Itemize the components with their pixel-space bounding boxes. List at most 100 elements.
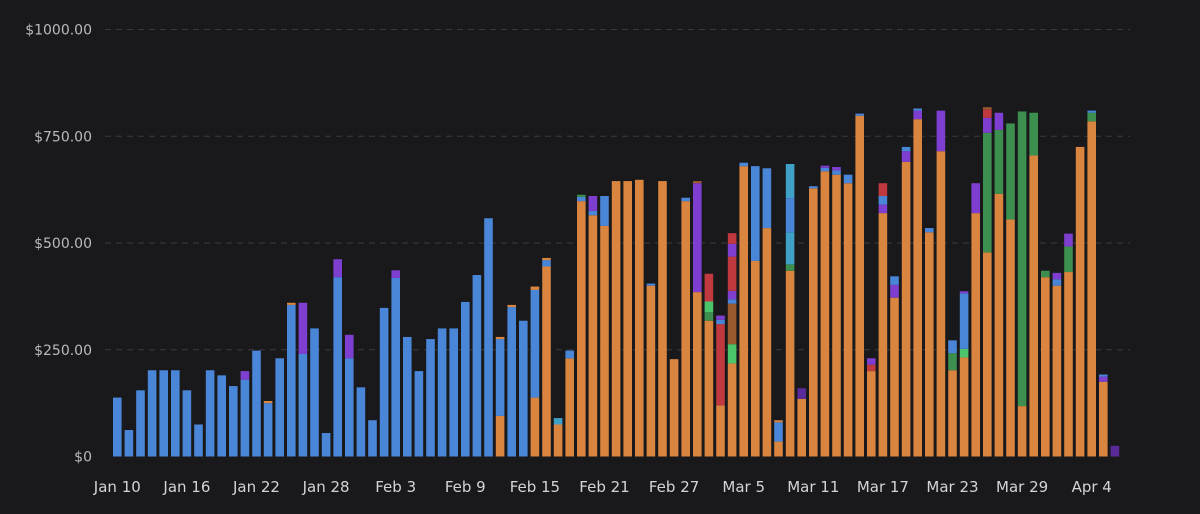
- bar-segment: [1087, 110, 1096, 113]
- bar-segment: [994, 112, 1004, 130]
- bar-stack: [600, 196, 609, 457]
- bar-stack: [553, 418, 563, 457]
- bar-segment: [588, 196, 598, 211]
- y-axis-ticks: $0 $250.00 $500.00 $750.00 $1000.00: [25, 23, 92, 466]
- bar-segment: [959, 293, 969, 349]
- bar-stack: [565, 350, 574, 457]
- bar-segment: [345, 358, 354, 457]
- bar-stack: [217, 375, 226, 457]
- bar-stack: [1110, 445, 1120, 457]
- bar-stack: [913, 108, 922, 457]
- bar-stack: [136, 390, 145, 457]
- bar-segment: [774, 422, 783, 442]
- bar-segment: [901, 151, 911, 162]
- bar-segment: [1052, 285, 1062, 457]
- bar-segment: [855, 115, 864, 457]
- y-tick-label: $500.00: [34, 236, 92, 252]
- bar-segment: [217, 375, 226, 457]
- bar-stack: [901, 146, 911, 457]
- bar-stack: [240, 371, 250, 457]
- bar-stack: [959, 291, 969, 457]
- x-tick-label: Jan 28: [302, 478, 350, 496]
- x-tick-label: Feb 9: [445, 478, 486, 496]
- bar-segment: [461, 301, 470, 457]
- bar-stack: [345, 334, 354, 457]
- bar-segment: [867, 358, 876, 365]
- x-axis-ticks: Jan 10 Jan 16 Jan 22 Jan 28 Feb 3 Feb 9 Feb 15…: [93, 478, 1112, 496]
- bar-stack: [727, 233, 737, 457]
- bar-stack: [484, 218, 493, 457]
- bar-segment: [147, 370, 157, 457]
- bar-segment: [785, 232, 795, 265]
- bar-segment: [959, 357, 969, 457]
- bar-segment: [1087, 112, 1096, 122]
- bar-stack: [669, 359, 679, 457]
- bar-segment: [472, 275, 482, 457]
- bar-segment: [797, 398, 806, 457]
- bar-segment: [577, 196, 586, 202]
- bar-segment: [1006, 219, 1015, 457]
- bar-stack: [113, 397, 122, 457]
- bar-segment: [240, 379, 250, 457]
- bar-stack: [159, 370, 168, 457]
- bar-segment: [832, 166, 841, 171]
- bar-segment: [693, 183, 702, 293]
- x-tick-label: Jan 10: [93, 478, 141, 496]
- bar-segment: [716, 315, 725, 320]
- bar-segment: [948, 370, 957, 457]
- bar-stack: [1099, 374, 1108, 457]
- bar-segment: [495, 415, 505, 457]
- bar-segment: [727, 299, 737, 304]
- bar-segment: [1075, 146, 1085, 457]
- bar-stack: [507, 304, 516, 457]
- bar-segment: [646, 285, 656, 457]
- bar-segment: [437, 328, 447, 457]
- bar-stack: [1006, 123, 1015, 457]
- bar-segment: [878, 196, 888, 205]
- bar-segment: [948, 353, 957, 371]
- bar-stack: [704, 273, 714, 457]
- bar-stack: [449, 328, 458, 457]
- bar-stack: [762, 168, 772, 457]
- bar-segment: [727, 290, 737, 300]
- bar-segment: [820, 165, 830, 168]
- bar-segment: [785, 164, 795, 199]
- bar-segment: [635, 179, 644, 457]
- x-tick-label: Jan 22: [232, 478, 280, 496]
- bar-segment: [983, 252, 992, 457]
- bar-stack: [855, 113, 864, 457]
- bar-segment: [577, 201, 586, 457]
- bar-segment: [843, 174, 853, 184]
- bar-stack: [577, 194, 586, 457]
- bar-stack: [867, 358, 876, 457]
- bars: [113, 107, 1120, 457]
- bar-stack: [530, 286, 540, 457]
- bar-segment: [1041, 270, 1050, 278]
- y-tick-label: $1000.00: [25, 23, 92, 39]
- bar-segment: [530, 397, 540, 457]
- bar-segment: [1006, 123, 1015, 220]
- bar-segment: [890, 297, 899, 457]
- bar-segment: [751, 260, 760, 457]
- bar-segment: [1017, 406, 1027, 457]
- bar-stack: [461, 301, 470, 457]
- bar-segment: [623, 181, 632, 457]
- bar-stack: [681, 197, 690, 457]
- bar-segment: [716, 405, 725, 457]
- bar-segment: [867, 364, 876, 372]
- bar-stack: [820, 165, 830, 457]
- bar-stack: [983, 107, 992, 457]
- bar-segment: [113, 397, 122, 457]
- bar-stack: [948, 340, 957, 457]
- bar-stack: [379, 307, 389, 457]
- bar-segment: [727, 256, 737, 291]
- bar-segment: [1041, 277, 1050, 457]
- bar-segment: [542, 266, 551, 457]
- bar-segment: [797, 388, 806, 399]
- bar-segment: [182, 390, 192, 457]
- bar-stack: [751, 166, 760, 457]
- bar-segment: [727, 233, 737, 244]
- bar-stack: [263, 400, 273, 457]
